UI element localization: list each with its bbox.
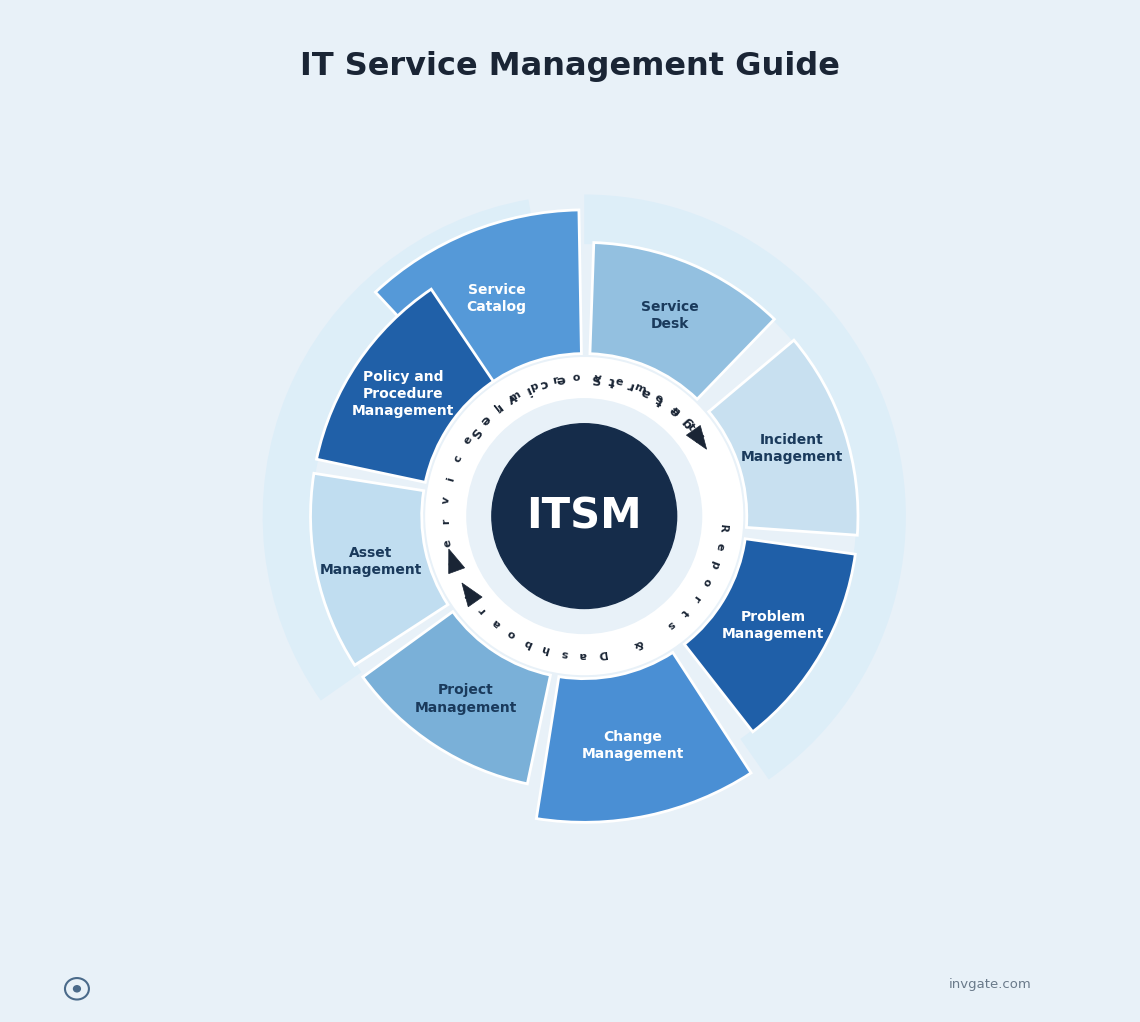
Wedge shape [363, 611, 551, 784]
Text: Policy and
Procedure
Management: Policy and Procedure Management [352, 370, 455, 418]
Wedge shape [536, 652, 751, 823]
Text: d: d [464, 590, 478, 602]
Text: S: S [448, 558, 461, 569]
Text: h: h [540, 643, 551, 655]
Text: ITSM: ITSM [527, 495, 642, 538]
Text: Asset
Management: Asset Management [319, 546, 422, 577]
Circle shape [73, 985, 80, 991]
Text: r: r [624, 378, 635, 392]
Text: Problem
Management: Problem Management [722, 609, 824, 641]
Text: t: t [685, 422, 695, 432]
Wedge shape [317, 289, 494, 482]
Wedge shape [584, 194, 906, 780]
Text: r: r [441, 518, 451, 524]
Text: p: p [708, 559, 720, 570]
Text: R: R [717, 523, 727, 532]
Wedge shape [709, 340, 858, 536]
Wedge shape [684, 539, 855, 732]
Text: c: c [538, 376, 549, 391]
Text: S: S [591, 371, 601, 385]
Text: e: e [667, 403, 682, 419]
Text: v: v [441, 496, 451, 504]
Text: r: r [551, 375, 559, 386]
Text: D: D [596, 648, 606, 659]
Text: r: r [691, 593, 702, 603]
Text: n: n [669, 406, 682, 418]
Text: e: e [614, 376, 624, 387]
Text: o: o [700, 576, 712, 588]
Polygon shape [462, 583, 482, 607]
Circle shape [491, 424, 677, 608]
Wedge shape [589, 242, 774, 400]
Text: e: e [462, 434, 474, 446]
Text: invgate.com: invgate.com [948, 978, 1032, 991]
Text: a: a [579, 650, 587, 660]
Text: o: o [572, 373, 580, 383]
Text: t: t [678, 607, 690, 617]
Text: o: o [506, 628, 518, 641]
Wedge shape [262, 199, 537, 701]
Text: a: a [490, 617, 503, 630]
Text: Change
Management: Change Management [581, 730, 684, 761]
Text: c: c [453, 454, 464, 464]
Text: v: v [505, 390, 519, 406]
Text: e: e [442, 539, 454, 548]
Polygon shape [686, 425, 707, 450]
Text: e: e [714, 542, 725, 552]
Text: &: & [632, 638, 644, 650]
Text: IT Service Management Guide: IT Service Management Guide [300, 51, 840, 82]
Text: p: p [529, 381, 540, 392]
Wedge shape [375, 210, 581, 398]
Text: m: m [632, 382, 646, 396]
Text: s: s [560, 648, 568, 658]
Text: r: r [491, 401, 504, 415]
Text: s: s [665, 619, 676, 631]
Text: I: I [492, 403, 502, 414]
Text: e: e [478, 412, 492, 427]
Text: S: S [465, 425, 482, 440]
Text: Service
Catalog: Service Catalog [466, 283, 527, 315]
Text: v: v [594, 373, 602, 383]
Text: t: t [609, 373, 617, 387]
Text: i: i [446, 476, 456, 482]
Polygon shape [449, 549, 465, 573]
Text: b: b [522, 637, 534, 649]
Text: Service
Desk: Service Desk [641, 299, 699, 331]
Text: Project
Management: Project Management [414, 684, 516, 714]
Text: m: m [507, 389, 522, 404]
Text: e: e [555, 372, 567, 386]
Text: a: a [638, 384, 652, 400]
Wedge shape [425, 357, 743, 676]
Text: y: y [690, 429, 706, 444]
Text: Incident
Management: Incident Management [741, 433, 842, 464]
Text: t: t [654, 393, 667, 408]
Text: e: e [652, 392, 663, 405]
Text: i: i [522, 383, 532, 397]
Text: g: g [679, 415, 695, 431]
Wedge shape [310, 473, 448, 665]
Text: r: r [477, 605, 488, 615]
